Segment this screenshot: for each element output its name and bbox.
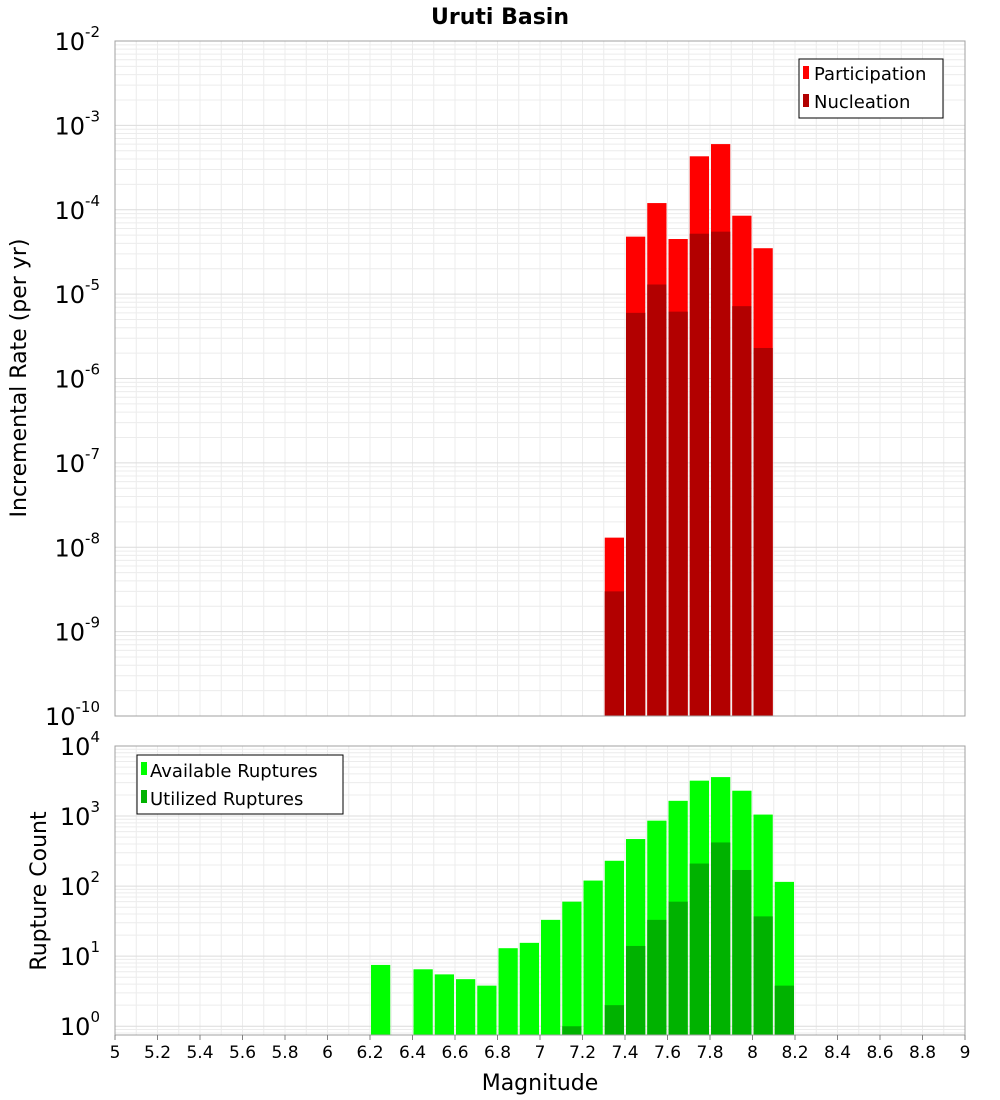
x-tick-label: 5.6: [229, 1043, 256, 1063]
legend-swatch-available-ruptures: [141, 762, 147, 775]
rupture-bar-available-ruptures: [456, 979, 476, 1035]
rupture-bar-utilized-ruptures: [689, 863, 709, 1035]
x-tick-label: 6.2: [356, 1043, 383, 1063]
legend-swatch-participation: [803, 66, 809, 79]
y-tick-label: 10-4: [54, 192, 100, 225]
y-tick-label: 10-6: [54, 361, 100, 394]
magnitude-x-ticks: 5 5.2 5.4 5.6 5.8 6 6.2 6.4 6.6 6.8 7 7.2 7.4 7.6 7.8 8…: [110, 1035, 971, 1063]
y-tick-label: 100: [60, 1008, 100, 1041]
rupture-bar-utilized-ruptures: [647, 919, 667, 1035]
rate-bar-nucleation: [604, 591, 624, 716]
rupture-bar-utilized-ruptures: [732, 869, 752, 1035]
rate-y-ticks: 10-10 10-9 10-8 10-7 10-6 10-5 10-4 10-3 10-2: [45, 23, 100, 731]
rate-grid: [114, 40, 966, 717]
x-tick-label: 6.8: [484, 1043, 511, 1063]
rupture-bar-utilized-ruptures: [774, 985, 794, 1035]
rate-bar-nucleation: [626, 312, 646, 716]
y-tick-label: 102: [60, 868, 100, 901]
x-tick-label: 8.4: [824, 1043, 851, 1063]
rupture-bar-available-ruptures: [583, 880, 603, 1035]
y-tick-label: 10-5: [54, 276, 100, 309]
y-tick-label: 103: [60, 798, 100, 831]
rupture-bar-utilized-ruptures: [604, 1005, 624, 1035]
legend-label-nucleation: Nucleation: [814, 92, 910, 113]
rate-y-axis-label: Incremental Rate (per yr): [7, 239, 32, 518]
y-tick-label: 10-10: [45, 698, 100, 731]
rate-bar-nucleation: [689, 233, 709, 716]
rate-bar-nucleation: [732, 306, 752, 716]
rupture-bar-available-ruptures: [434, 974, 454, 1035]
y-tick-label: 10-8: [54, 529, 100, 562]
rupture-legend-box: [136, 754, 344, 815]
rupture-bar-utilized-ruptures: [562, 1026, 582, 1035]
rupture-bar-utilized-ruptures: [753, 916, 773, 1035]
x-tick-label: 7: [535, 1043, 546, 1063]
x-axis-label: Magnitude: [482, 1071, 599, 1096]
legend-swatch-nucleation: [803, 94, 809, 107]
rupture-bars: [371, 777, 794, 1035]
x-tick-label: 6.4: [399, 1043, 426, 1063]
rupture-bar-available-ruptures: [477, 985, 497, 1035]
rupture-bar-available-ruptures: [562, 901, 582, 1035]
rate-bars: [604, 144, 773, 717]
x-tick-label: 8: [747, 1043, 758, 1063]
legend-label-utilized-ruptures: Utilized Ruptures: [150, 789, 303, 810]
rupture-bar-available-ruptures: [413, 969, 433, 1035]
rate-plot-border: [114, 40, 966, 717]
rupture-bar-utilized-ruptures: [626, 945, 646, 1035]
rate-bar-nucleation: [647, 284, 667, 716]
rupture-bar-available-ruptures: [604, 860, 624, 1035]
x-tick-label: 8.2: [781, 1043, 808, 1063]
x-tick-label: 7.4: [611, 1043, 638, 1063]
x-tick-label: 6.6: [441, 1043, 468, 1063]
y-tick-label: 10-3: [54, 107, 100, 140]
x-tick-label: 7.6: [654, 1043, 681, 1063]
y-tick-label: 101: [60, 938, 100, 971]
rupture-legend: Available Ruptures Utilized Ruptures: [136, 754, 344, 815]
rate-legend: Participation Nucleation: [798, 58, 944, 119]
chart-title: Uruti Basin: [431, 5, 569, 30]
rate-bar-nucleation: [753, 347, 773, 716]
rupture-bar-available-ruptures: [371, 964, 391, 1035]
rupture-count-panel: 100 101 102 103 104 5 5.2 5.4 5.6 5.8 6 6.2 6.4 6.6 6…: [27, 728, 970, 1096]
rupture-y-ticks: 100 101 102 103 104: [60, 728, 100, 1041]
x-tick-label: 6: [322, 1043, 333, 1063]
rupture-bar-utilized-ruptures: [711, 842, 731, 1035]
rate-bar-nucleation: [711, 231, 731, 716]
y-tick-label: 104: [60, 728, 100, 761]
legend-swatch-utilized-ruptures: [141, 790, 147, 803]
rupture-bar-available-ruptures: [519, 942, 539, 1035]
y-tick-label: 10-2: [54, 23, 100, 56]
x-tick-label: 9: [960, 1043, 971, 1063]
rupture-bar-utilized-ruptures: [668, 901, 688, 1035]
rupture-y-axis-label: Rupture Count: [27, 811, 52, 971]
x-tick-label: 8.8: [909, 1043, 936, 1063]
rate-legend-box: [798, 58, 944, 119]
x-tick-label: 5: [110, 1043, 121, 1063]
y-tick-label: 10-7: [54, 445, 100, 478]
x-tick-label: 7.2: [569, 1043, 596, 1063]
legend-label-available-ruptures: Available Ruptures: [150, 761, 318, 782]
y-tick-label: 10-9: [54, 614, 100, 647]
legend-label-participation: Participation: [814, 64, 926, 85]
x-tick-label: 5.2: [144, 1043, 171, 1063]
rate-panel: 10-10 10-9 10-8 10-7 10-6 10-5 10-4 10-3 10-2 In…: [7, 23, 966, 731]
rupture-bar-available-ruptures: [498, 948, 518, 1035]
x-tick-label: 7.8: [696, 1043, 723, 1063]
x-tick-label: 8.6: [866, 1043, 893, 1063]
rate-bar-nucleation: [668, 311, 688, 716]
x-tick-label: 5.8: [271, 1043, 298, 1063]
rupture-bar-available-ruptures: [541, 919, 561, 1035]
x-tick-label: 5.4: [186, 1043, 213, 1063]
